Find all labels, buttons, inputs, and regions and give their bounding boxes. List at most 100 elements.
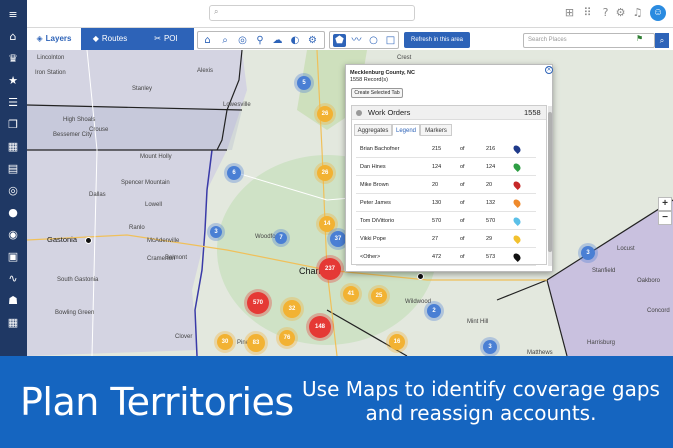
settings-tool-icon[interactable]: ⚙: [308, 35, 317, 46]
legend-row[interactable]: Brian Bachofner 215 of 216: [356, 140, 536, 158]
marker-cluster[interactable]: 26: [317, 165, 333, 181]
scrollbar-thumb[interactable]: [548, 112, 552, 252]
copy-icon[interactable]: ❐: [8, 118, 18, 131]
popup-record-count: 1558 Record(s): [350, 77, 388, 83]
traffic-tool-icon[interactable]: ⚲: [256, 35, 264, 46]
tab-poi[interactable]: ✂ POI: [139, 28, 193, 50]
marker-cluster[interactable]: 30: [217, 334, 233, 350]
zoom-in-button[interactable]: +: [658, 197, 672, 211]
marker-cluster[interactable]: 2: [427, 304, 441, 318]
calendar-icon[interactable]: ▦: [7, 316, 19, 329]
tab-aggregates[interactable]: Aggregates: [354, 124, 392, 136]
clipboard-icon[interactable]: ▣: [7, 250, 19, 263]
marker-cluster[interactable]: 3: [581, 246, 595, 260]
promo-banner: [0, 356, 673, 448]
marker-cluster[interactable]: 83: [247, 334, 265, 352]
menu-icon[interactable]: ≡: [8, 8, 18, 21]
marker-cluster[interactable]: 25: [371, 288, 387, 304]
rep-name: Dan Hines: [360, 164, 386, 170]
activity-icon[interactable]: ∿: [8, 272, 18, 285]
target-tool-icon[interactable]: ◎: [238, 35, 247, 46]
marker-cluster[interactable]: 16: [389, 334, 405, 350]
legend-row[interactable]: Dan Hines 124 of 124: [356, 158, 536, 176]
collapse-icon[interactable]: [356, 110, 362, 116]
rep-count: 124: [432, 164, 442, 170]
place-label: High Shoals: [63, 117, 96, 123]
search-places-input[interactable]: Search Places: [523, 33, 655, 48]
place-label: Mint Hill: [467, 319, 489, 325]
work-orders-header[interactable]: Work Orders 1558: [352, 106, 546, 120]
map-marker[interactable]: [85, 237, 92, 244]
place-label: Alexis: [197, 68, 214, 74]
of-label: of: [460, 200, 465, 206]
of-label: of: [460, 146, 465, 152]
marker-cluster[interactable]: 5: [297, 76, 311, 90]
marker-cluster[interactable]: 37: [330, 231, 346, 247]
tab-layers[interactable]: ◈ Layers: [27, 28, 81, 50]
circle-icon[interactable]: ●: [8, 206, 18, 219]
disc-icon[interactable]: ◉: [8, 228, 18, 241]
map-canvas[interactable]: Lincolnton Iron Station Lowesville Alexis St…: [27, 50, 673, 356]
marker-cluster[interactable]: 14: [319, 216, 335, 232]
marker-cluster[interactable]: 26: [317, 106, 333, 122]
star-icon[interactable]: ★: [8, 74, 18, 87]
crown-icon[interactable]: ♛: [8, 52, 18, 65]
building-icon[interactable]: ▦: [7, 140, 19, 153]
territory-east: [547, 200, 673, 356]
zoom-out-button[interactable]: −: [658, 211, 672, 225]
rep-count: 130: [432, 200, 442, 206]
close-icon[interactable]: ×: [545, 66, 553, 74]
marker-cluster[interactable]: 76: [279, 330, 295, 346]
layer-tool-icon[interactable]: ◐: [290, 35, 300, 46]
user-avatar[interactable]: ☺: [650, 5, 666, 21]
grid-icon[interactable]: ⠿: [583, 6, 592, 19]
popup-title: Mecklenburg County, NC: [350, 70, 415, 76]
legend-row[interactable]: Peter James 130 of 132: [356, 194, 536, 212]
help-icon[interactable]: ?: [602, 6, 609, 19]
street-view-icon[interactable]: ⚑: [636, 34, 644, 43]
marker-cluster[interactable]: 7: [275, 232, 287, 244]
circle-tool-icon[interactable]: ○: [369, 35, 378, 46]
legend-row[interactable]: Vikki Pope 27 of 29: [356, 230, 536, 248]
marker-cluster[interactable]: 570: [247, 292, 269, 314]
marker-cluster[interactable]: 32: [283, 300, 301, 318]
id-card-icon[interactable]: ▤: [7, 162, 19, 175]
poi-icon: ✂: [154, 34, 161, 43]
rep-name: Mike Brown: [360, 182, 389, 188]
square-tool-icon[interactable]: □: [385, 35, 396, 46]
legend-row[interactable]: Tom DiVittorio 570 of 570: [356, 212, 536, 230]
bell-icon[interactable]: ♫: [632, 6, 643, 19]
legend-row[interactable]: <Other> 472 of 573: [356, 248, 536, 266]
polygon-tool-icon[interactable]: ⬟: [333, 34, 346, 47]
tab-legend[interactable]: Legend: [392, 124, 420, 136]
refresh-area-button[interactable]: Refresh in this area: [404, 32, 470, 48]
create-selected-tab-button[interactable]: Create Selected Tab: [351, 88, 403, 98]
target-icon[interactable]: ◎: [8, 184, 18, 197]
tab-routes[interactable]: ◆ Routes: [83, 28, 137, 50]
line-tool-icon[interactable]: 〰: [351, 35, 362, 46]
marker-cluster[interactable]: 41: [343, 286, 359, 302]
legend-row[interactable]: Mike Brown 20 of 20: [356, 176, 536, 194]
users-icon[interactable]: ☗: [8, 294, 18, 307]
map-marker[interactable]: [417, 273, 424, 280]
marker-cluster[interactable]: 3: [483, 340, 497, 354]
plus-box-icon[interactable]: ⊞: [564, 6, 575, 19]
home-tool-icon[interactable]: ⌂: [204, 35, 211, 46]
tab-markers[interactable]: Markers: [420, 124, 452, 136]
place-label: Woodford: [255, 234, 281, 240]
marker-cluster[interactable]: 148: [309, 316, 331, 338]
place-label: Mount Holly: [140, 154, 172, 160]
marker-cluster[interactable]: 237: [319, 258, 341, 280]
marker-cluster[interactable]: 3: [210, 226, 222, 238]
gear-icon[interactable]: ⚙: [615, 6, 626, 19]
search-places-button[interactable]: ⌕: [655, 33, 669, 48]
list-icon[interactable]: ☰: [8, 96, 18, 109]
global-search-input[interactable]: ⌕: [209, 5, 415, 21]
zoom-tool-icon[interactable]: ⌕: [222, 35, 228, 46]
place-label: Dallas: [89, 192, 106, 198]
boundary-line: [27, 104, 243, 111]
place-label: Lowesville: [223, 102, 251, 108]
weather-tool-icon[interactable]: ☁: [272, 35, 283, 46]
marker-cluster[interactable]: 6: [227, 166, 241, 180]
home-icon[interactable]: ⌂: [9, 30, 17, 43]
